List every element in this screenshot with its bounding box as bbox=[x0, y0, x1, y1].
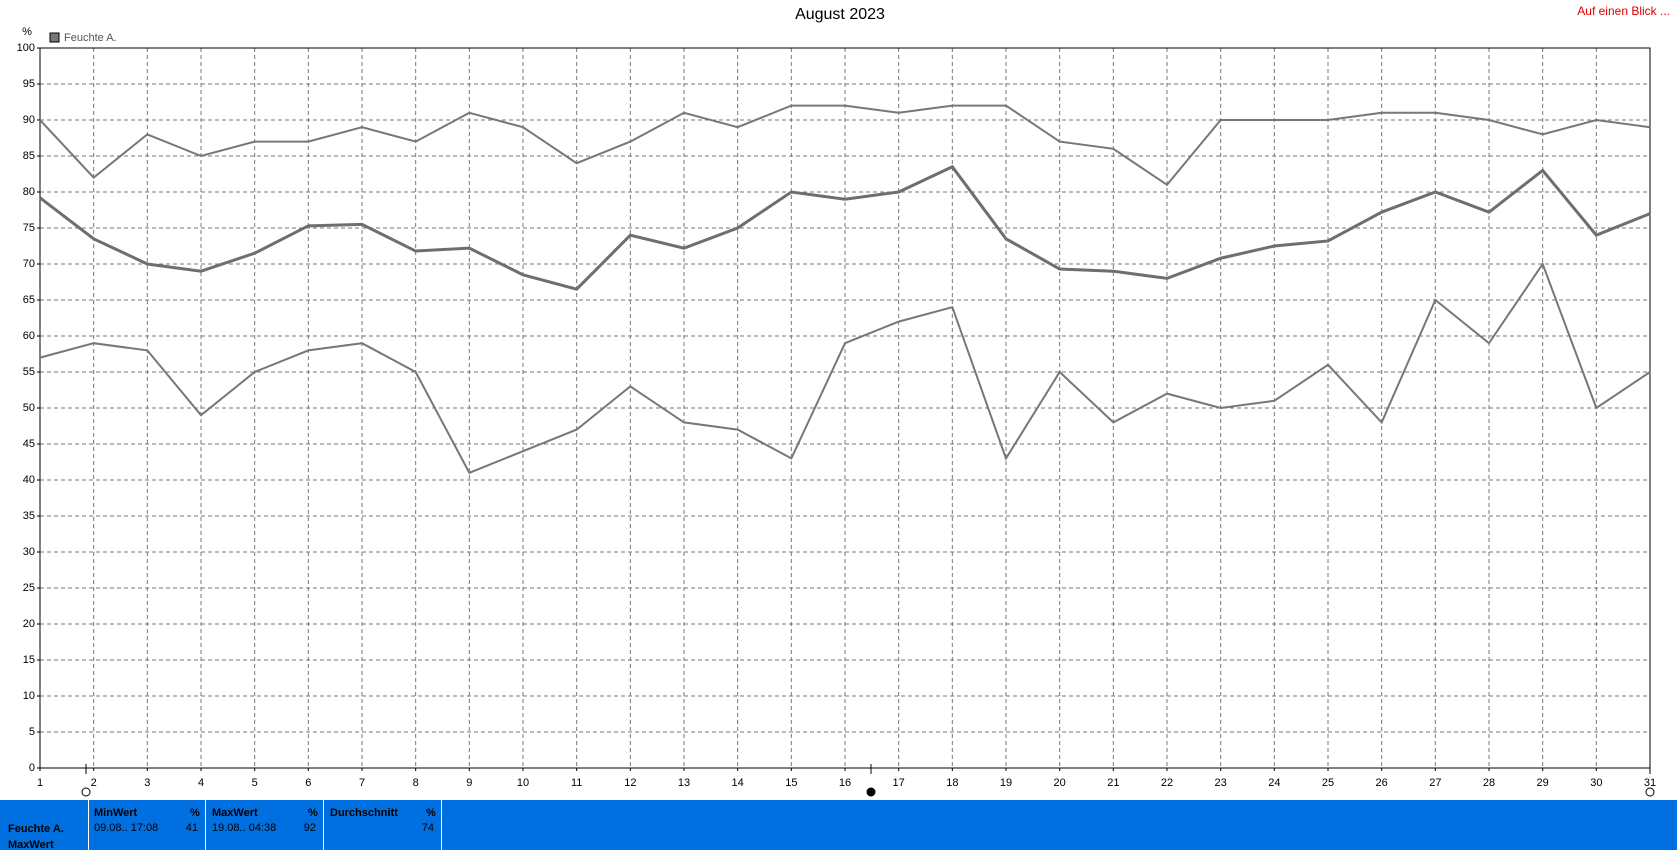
col-header: MaxWert bbox=[212, 807, 258, 819]
y-tick-label: 30 bbox=[23, 546, 35, 558]
legend-label: Feuchte A. bbox=[64, 32, 117, 44]
x-tick-label: 15 bbox=[785, 777, 797, 789]
x-tick-label: 3 bbox=[144, 777, 150, 789]
cell: 74 bbox=[421, 822, 434, 834]
y-tick-label: 90 bbox=[23, 114, 35, 126]
y-tick-label: 85 bbox=[23, 150, 35, 162]
row-label: MaxWert bbox=[8, 839, 54, 851]
col-unit: % bbox=[190, 807, 200, 819]
y-tick-label: 0 bbox=[29, 762, 35, 774]
series-line bbox=[39, 164, 1651, 291]
x-tick-label: 21 bbox=[1107, 777, 1119, 789]
x-tick-label: 28 bbox=[1483, 777, 1495, 789]
col-header: Durchschnitt bbox=[330, 807, 398, 819]
x-tick-label: 26 bbox=[1376, 777, 1388, 789]
x-tick-label: 16 bbox=[839, 777, 851, 789]
stats-panel: MinWert % MaxWert % Durchschnitt % Feuch… bbox=[0, 800, 1677, 851]
y-tick-label: 25 bbox=[23, 582, 35, 594]
y-tick-label: 15 bbox=[23, 654, 35, 666]
y-tick-label: 55 bbox=[23, 366, 35, 378]
x-tick-label: 8 bbox=[413, 777, 419, 789]
x-tick-label: 22 bbox=[1161, 777, 1173, 789]
x-tick-label: 12 bbox=[624, 777, 636, 789]
y-tick-label: 95 bbox=[23, 78, 35, 90]
x-tick-label: 31 bbox=[1644, 777, 1656, 789]
plot-frame bbox=[39, 47, 1651, 769]
y-tick-label: 80 bbox=[23, 186, 35, 198]
y-tick-label: 75 bbox=[23, 222, 35, 234]
legend-swatch bbox=[49, 32, 60, 43]
row-label: Feuchte A. bbox=[8, 823, 64, 835]
x-tick-label: 30 bbox=[1590, 777, 1602, 789]
col-unit: % bbox=[308, 807, 318, 819]
x-tick-label: 4 bbox=[198, 777, 204, 789]
x-tick-label: 27 bbox=[1429, 777, 1441, 789]
y-tick-label: 70 bbox=[23, 258, 35, 270]
x-tick-label: 24 bbox=[1268, 777, 1280, 789]
cell: 92 bbox=[303, 822, 316, 834]
range-handle bbox=[81, 787, 91, 797]
y-tick-label: 35 bbox=[23, 510, 35, 522]
x-tick-label: 11 bbox=[571, 777, 582, 789]
col-header: MinWert bbox=[94, 807, 138, 819]
y-tick-label: 45 bbox=[23, 438, 35, 450]
cell: 19.08.. 04:38 bbox=[212, 822, 277, 834]
x-tick-label: 25 bbox=[1322, 777, 1334, 789]
y-tick-label: 60 bbox=[23, 330, 35, 342]
x-tick-label: 2 bbox=[91, 777, 97, 789]
x-tick-label: 5 bbox=[252, 777, 258, 789]
x-tick-label: 13 bbox=[678, 777, 690, 789]
chart-title: August 2023 bbox=[795, 6, 885, 23]
series-line bbox=[39, 104, 1651, 187]
y-tick-label: 5 bbox=[29, 726, 35, 738]
y-tick-label: 100 bbox=[17, 42, 35, 54]
col-unit: % bbox=[426, 807, 436, 819]
x-tick-label: 29 bbox=[1537, 777, 1549, 789]
cell: 09.08.. 17:08 bbox=[94, 822, 159, 834]
x-tick-label: 10 bbox=[517, 777, 529, 789]
x-tick-label: 1 bbox=[37, 777, 43, 789]
y-unit: % bbox=[22, 26, 32, 38]
x-tick-label: 23 bbox=[1215, 777, 1227, 789]
x-tick-label: 6 bbox=[305, 777, 311, 789]
y-tick-label: 40 bbox=[23, 474, 35, 486]
y-tick-label: 65 bbox=[23, 294, 35, 306]
x-tick-label: 14 bbox=[732, 777, 744, 789]
range-handle bbox=[1645, 787, 1655, 797]
x-tick-label: 7 bbox=[359, 777, 365, 789]
x-tick-label: 20 bbox=[1054, 777, 1066, 789]
x-tick-label: 9 bbox=[466, 777, 472, 789]
x-tick-label: 18 bbox=[946, 777, 958, 789]
chart: August 2023 Auf einen Blick ... % Feucht… bbox=[17, 4, 1670, 797]
x-tick-label: 17 bbox=[893, 777, 905, 789]
y-tick-label: 50 bbox=[23, 402, 35, 414]
link[interactable]: Auf einen Blick ... bbox=[1577, 4, 1670, 18]
y-tick-label: 20 bbox=[23, 618, 35, 630]
range-handle bbox=[866, 787, 876, 797]
y-tick-label: 10 bbox=[23, 690, 35, 702]
x-tick-label: 19 bbox=[1000, 777, 1012, 789]
series-line bbox=[39, 261, 1651, 475]
cell: 41 bbox=[185, 822, 198, 834]
